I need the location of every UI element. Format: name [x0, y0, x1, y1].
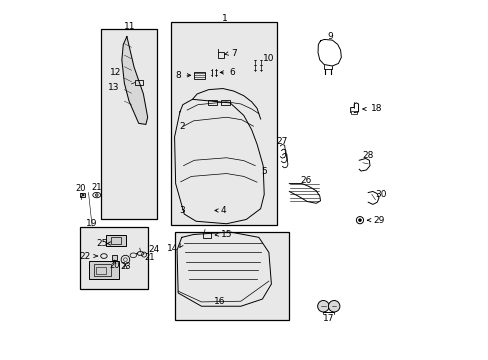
Text: 22: 22: [80, 252, 91, 261]
Bar: [96, 267, 106, 274]
Circle shape: [95, 194, 98, 197]
Text: 9: 9: [326, 32, 332, 41]
Text: 18: 18: [370, 104, 382, 113]
Bar: [350, 111, 357, 114]
Text: 10: 10: [263, 54, 274, 63]
Text: 27: 27: [276, 137, 287, 146]
Polygon shape: [122, 37, 147, 125]
Text: 2: 2: [179, 122, 184, 131]
Bar: [207, 100, 217, 105]
Text: 14: 14: [167, 244, 178, 253]
Text: 29: 29: [373, 216, 384, 225]
Text: 7: 7: [230, 49, 236, 58]
Text: 6: 6: [229, 68, 235, 77]
Text: 24: 24: [148, 246, 160, 255]
Bar: [101, 30, 156, 220]
Bar: [194, 72, 204, 78]
Text: 30: 30: [375, 190, 386, 199]
Text: 13: 13: [108, 83, 119, 92]
Text: 21: 21: [91, 183, 102, 192]
Text: 21: 21: [144, 253, 154, 262]
Bar: [171, 22, 276, 225]
Text: 26: 26: [300, 176, 311, 185]
Text: 20: 20: [109, 261, 120, 270]
Text: 20: 20: [75, 184, 85, 193]
Text: 12: 12: [109, 68, 121, 77]
Bar: [135, 80, 142, 85]
Text: 8: 8: [175, 71, 180, 80]
Text: 28: 28: [362, 151, 373, 160]
Text: 1: 1: [222, 14, 227, 23]
Bar: [203, 232, 211, 238]
Bar: [94, 264, 111, 276]
Text: 19: 19: [86, 219, 98, 228]
Text: 23: 23: [120, 262, 130, 271]
Text: 25: 25: [96, 239, 107, 248]
Text: 16: 16: [214, 297, 225, 306]
Text: 3: 3: [179, 206, 184, 215]
Circle shape: [328, 301, 339, 312]
Bar: [112, 255, 117, 260]
Bar: [218, 51, 223, 58]
Bar: [80, 193, 85, 197]
Bar: [174, 232, 289, 320]
Text: 4: 4: [221, 206, 226, 215]
Text: 17: 17: [323, 314, 334, 323]
Bar: [221, 100, 230, 105]
Text: 15: 15: [221, 230, 232, 239]
Text: 5: 5: [261, 167, 267, 176]
Circle shape: [317, 301, 328, 312]
Bar: [80, 226, 147, 289]
Bar: [110, 237, 121, 244]
Text: 11: 11: [124, 22, 135, 31]
Circle shape: [358, 219, 361, 222]
Bar: [88, 261, 119, 279]
Bar: [106, 235, 126, 246]
